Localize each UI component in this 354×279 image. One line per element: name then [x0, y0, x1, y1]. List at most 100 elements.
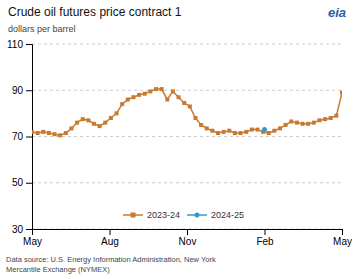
point	[340, 91, 342, 95]
point	[301, 122, 305, 126]
source-line: Mercantile Exchange (NYMEX)	[6, 265, 110, 274]
point	[182, 101, 186, 105]
tick-mark	[26, 44, 32, 45]
tick-mark	[32, 229, 33, 235]
legend-label: 2023-24	[147, 210, 180, 220]
point	[255, 128, 259, 132]
point	[131, 95, 135, 99]
tick-mark	[26, 90, 32, 91]
point	[250, 128, 254, 132]
tick-mark	[110, 229, 111, 235]
point	[32, 130, 34, 134]
tick-label: Nov	[179, 236, 197, 247]
point	[262, 127, 267, 132]
legend-marker	[195, 213, 200, 218]
point	[334, 114, 338, 118]
point	[244, 130, 248, 134]
point	[272, 129, 276, 133]
legend: 2023-24 2024-25	[123, 210, 244, 220]
chart: Crude oil futures price contract 1 dollar…	[0, 0, 354, 279]
tick: 30	[12, 224, 32, 235]
tick-mark	[187, 229, 188, 235]
point	[317, 118, 321, 122]
axis-line	[33, 230, 343, 236]
tick: Aug	[101, 229, 119, 247]
tick-label: 90	[12, 85, 24, 96]
point	[171, 89, 175, 93]
point	[69, 126, 73, 130]
point	[160, 87, 164, 91]
marks	[32, 87, 342, 137]
point	[177, 95, 181, 99]
point	[329, 116, 333, 120]
point	[36, 131, 40, 135]
tick: 70	[12, 131, 32, 142]
grid-line	[32, 136, 342, 137]
tick-mark	[26, 137, 32, 138]
tick-label: May	[333, 236, 352, 247]
point	[284, 123, 288, 127]
point	[53, 132, 57, 136]
tick: 50	[12, 177, 32, 188]
title: Crude oil futures price contract 1	[8, 5, 182, 19]
source-line: Data source: U.S. Energy Information Adm…	[6, 255, 216, 264]
point	[98, 124, 102, 128]
tick-label: 50	[12, 177, 24, 188]
point	[92, 122, 96, 126]
tick-mark	[26, 183, 32, 184]
tick: May	[333, 229, 352, 247]
point	[216, 131, 220, 135]
point	[210, 129, 214, 133]
grid-line	[32, 90, 342, 91]
tick-label: 70	[12, 131, 24, 142]
point	[148, 89, 152, 93]
point	[47, 131, 51, 135]
y-axis: 30 50 70 90 110	[7, 39, 32, 235]
point	[86, 118, 90, 122]
point	[205, 126, 209, 130]
tick-label: 30	[12, 224, 24, 235]
subtitle: dollars per barrel	[8, 24, 76, 34]
series-line	[32, 89, 342, 135]
point	[64, 131, 68, 135]
point	[58, 133, 62, 137]
legend-item: 2023-24	[123, 210, 180, 220]
grid	[32, 44, 342, 229]
legend-marker	[131, 213, 136, 218]
tick: Nov	[179, 229, 197, 247]
tick-label: May	[23, 236, 42, 247]
point	[188, 104, 192, 108]
point	[239, 131, 243, 135]
point	[233, 131, 237, 135]
tick-label: Feb	[256, 236, 274, 247]
point	[295, 121, 299, 125]
point	[143, 92, 147, 96]
tick-mark	[265, 229, 266, 235]
axis-line	[26, 45, 33, 230]
point	[227, 129, 231, 133]
plot: 30 50 70 90 110 May Aug Nov Feb May 2023-24 2024-25	[7, 39, 352, 247]
point	[81, 117, 85, 121]
tick: 110	[7, 39, 32, 50]
tick-mark	[26, 229, 32, 230]
point	[289, 119, 293, 123]
tick-label: Aug	[101, 236, 119, 247]
tick-mark	[342, 229, 343, 235]
legend-item: 2024-25	[187, 210, 244, 220]
point	[41, 130, 45, 134]
point	[306, 122, 310, 126]
point	[109, 116, 113, 120]
point	[120, 102, 124, 106]
grid-line	[32, 182, 342, 183]
source: Data source: U.S. Energy Information Adm…	[6, 255, 216, 274]
tick: 90	[12, 85, 32, 96]
point	[137, 93, 141, 97]
point	[126, 98, 130, 102]
x-axis: May Aug Nov Feb May	[23, 229, 352, 247]
point	[312, 121, 316, 125]
point	[115, 111, 119, 115]
point	[154, 87, 158, 91]
point	[165, 98, 169, 102]
point	[103, 121, 107, 125]
point	[199, 123, 203, 127]
